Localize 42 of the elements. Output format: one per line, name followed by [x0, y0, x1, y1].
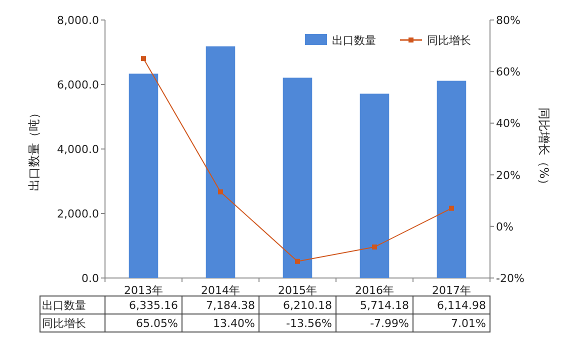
- x-tick-label: 2013年: [124, 284, 163, 297]
- point: [218, 189, 223, 194]
- bar: [436, 80, 466, 278]
- data-label: -7.99%: [370, 317, 409, 330]
- data-label: -13.56%: [286, 317, 332, 330]
- data-label: 5,714.18: [360, 299, 409, 312]
- y2-tick-label: 80%: [496, 14, 520, 27]
- x-tick-label: 2015年: [278, 284, 317, 297]
- y-axis-title: 出口数量（吨）: [27, 107, 41, 191]
- point: [295, 258, 300, 264]
- y2-tick-label: -20%: [496, 272, 524, 285]
- legend-label: 出口数量: [332, 34, 376, 47]
- y2-tick-label: 0%: [496, 220, 514, 234]
- data-label: 6,114.98: [437, 299, 486, 312]
- point: [449, 206, 454, 211]
- bar: [128, 74, 158, 278]
- point: [141, 56, 146, 62]
- data-label: 65.05%: [136, 317, 178, 330]
- data-label: 7,184.38: [206, 299, 255, 312]
- text: 同比增长: [42, 317, 86, 330]
- x-tick-label: 2017年: [432, 284, 471, 297]
- data-label: 6,210.18: [283, 299, 332, 312]
- bar: [282, 78, 312, 278]
- y2-tick-label: 20%: [496, 168, 520, 182]
- text: 出口数量: [42, 299, 86, 312]
- y2-tick-label: 60%: [496, 66, 520, 79]
- y-tick-label: 4,000.0: [57, 143, 99, 156]
- x-tick-label: 2016年: [355, 284, 394, 297]
- data-label: 7.01%: [451, 317, 486, 330]
- y-tick-label: 2,000.0: [57, 208, 99, 220]
- y2-tick-label: 40%: [496, 117, 520, 130]
- y-tick-label: 6,000.0: [57, 78, 99, 92]
- point: [372, 244, 377, 250]
- y-tick-label: 8,000.0: [57, 14, 99, 27]
- data-label: 13.40%: [213, 317, 255, 330]
- data-label: 6,335.16: [129, 299, 178, 312]
- bar: [360, 94, 390, 278]
- bar: [206, 46, 236, 278]
- x-tick-label: 2014年: [201, 284, 240, 297]
- y-tick-label: 0.0: [82, 272, 99, 285]
- legend-label: 同比增长: [427, 34, 471, 47]
- y2-axis-title: 同比增长（%）: [537, 107, 551, 191]
